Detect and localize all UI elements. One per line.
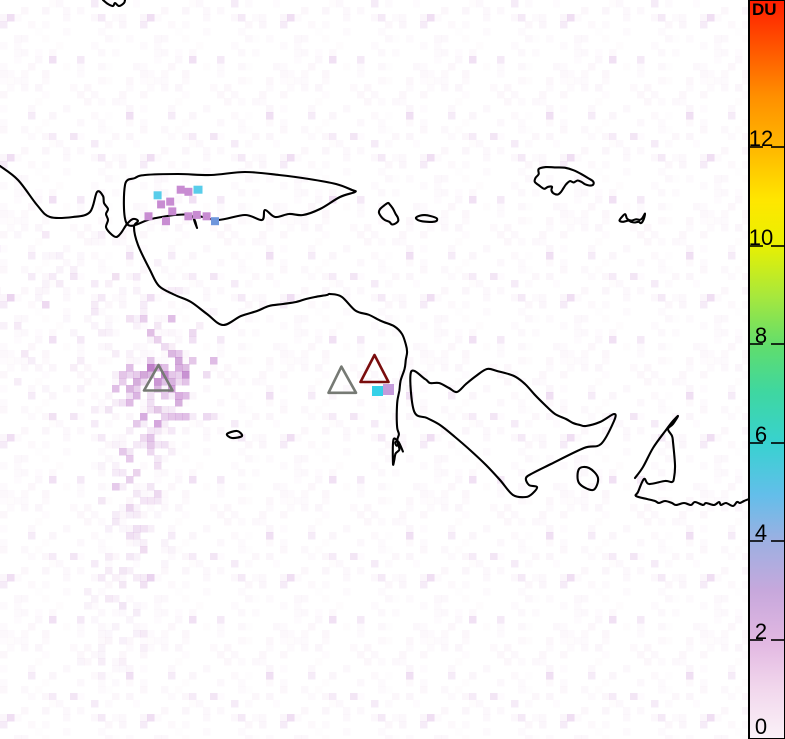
svg-text:2: 2 (755, 619, 767, 644)
svg-text:0: 0 (755, 714, 767, 739)
svg-text:DU: DU (752, 0, 777, 19)
svg-text:10: 10 (749, 225, 773, 250)
svg-text:4: 4 (755, 520, 767, 545)
svg-text:8: 8 (755, 323, 767, 348)
svg-text:6: 6 (755, 422, 767, 447)
svg-text:12: 12 (749, 126, 773, 151)
